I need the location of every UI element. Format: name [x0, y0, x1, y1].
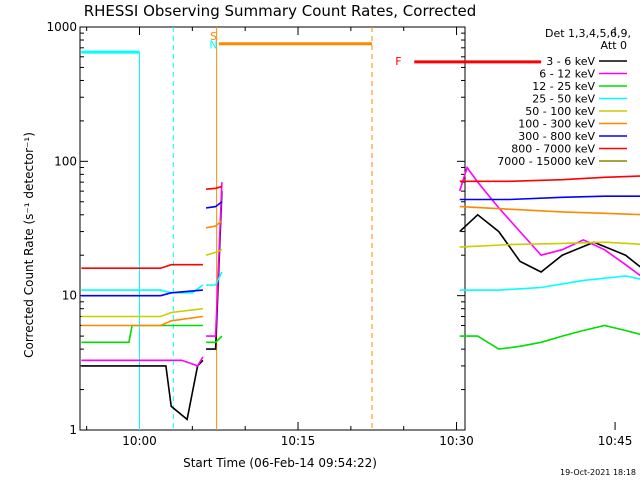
- legend-label: 50 - 100 keV: [525, 105, 595, 118]
- x-axis-label: Start Time (06-Feb-14 09:54:22): [183, 456, 377, 470]
- legend-label: 7000 - 15000 keV: [497, 155, 595, 168]
- series-line-2: [458, 165, 640, 277]
- y-tick-label: 1000: [46, 20, 77, 34]
- y-tick-label: 1: [69, 423, 77, 437]
- series-line-7: [205, 201, 223, 209]
- state-marker-s: S: [210, 30, 217, 43]
- series-line-3: [81, 324, 203, 344]
- y-axis-label: Corrected Count Rate (s⁻¹ detector⁻¹): [22, 132, 36, 358]
- series-line-8: [81, 263, 203, 270]
- series-line-1: [459, 213, 640, 273]
- plot-frame: [79, 26, 466, 431]
- legend-label: 3 - 6 keV: [546, 55, 595, 68]
- x-tick-label: 10:30: [439, 434, 474, 448]
- legend-label: 25 - 50 keV: [532, 93, 595, 106]
- y-tick-label: 10: [62, 289, 77, 303]
- series-line-6: [205, 220, 223, 229]
- series-line-6: [459, 205, 640, 216]
- series-line-5: [459, 241, 640, 248]
- series-line-2: [81, 356, 204, 367]
- series-line-8: [459, 175, 640, 183]
- timestamp: 19-Oct-2021 18:18: [560, 468, 636, 477]
- series-line-4: [206, 271, 223, 286]
- series-line-5: [205, 248, 223, 256]
- y-tick-label: 100: [54, 154, 77, 168]
- x-tick-label: 10:15: [281, 434, 316, 448]
- series-line-5: [81, 307, 203, 318]
- legend-label: 12 - 25 keV: [532, 80, 595, 93]
- series-line-3: [459, 324, 640, 350]
- series-line-4: [459, 275, 640, 291]
- series-line-2: [206, 182, 223, 337]
- legend-header: Det 1,3,4,5,6,9,: [545, 27, 631, 40]
- legend-label: 800 - 7000 keV: [511, 143, 595, 156]
- state-marker-n: N: [209, 39, 217, 52]
- series-line-1: [81, 359, 204, 421]
- series-line-3: [206, 335, 223, 344]
- series-line-7: [459, 195, 640, 201]
- series-line-1: [206, 191, 223, 350]
- x-tick-label: 10:00: [122, 434, 157, 448]
- legend-label: 6 - 12 keV: [539, 68, 595, 81]
- series-line-7: [81, 289, 203, 297]
- legend-label: 300 - 800 keV: [518, 130, 595, 143]
- legend-attenuator: Att 0: [601, 39, 627, 52]
- series-line-8: [206, 185, 223, 190]
- chart-title: RHESSI Observing Summary Count Rates, Co…: [84, 2, 477, 20]
- state-marker-f: F: [395, 55, 401, 68]
- x-tick-label: 10:45: [598, 434, 633, 448]
- legend-label: 100 - 300 keV: [518, 118, 595, 131]
- series-line-6: [81, 315, 204, 327]
